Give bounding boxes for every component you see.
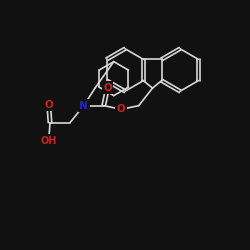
Text: O: O <box>44 100 53 110</box>
Text: O: O <box>103 82 112 92</box>
Text: OH: OH <box>40 136 57 145</box>
Text: N: N <box>79 100 88 110</box>
Text: O: O <box>117 104 126 115</box>
